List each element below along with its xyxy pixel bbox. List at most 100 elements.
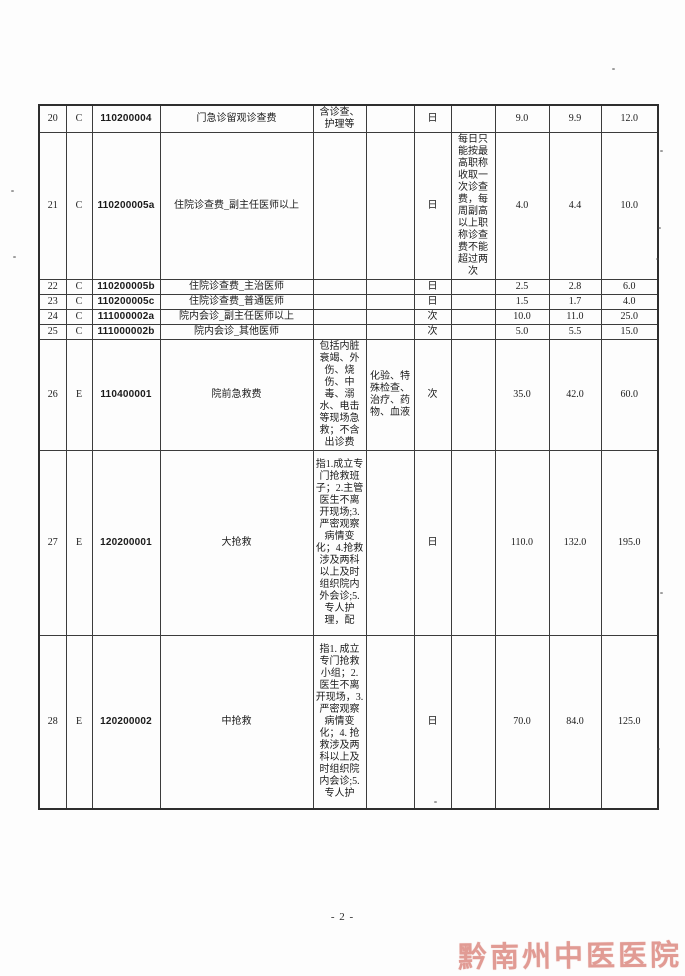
cell-price-2: 2.8 (548, 279, 602, 295)
cell-price-2: 42.0 (548, 339, 602, 451)
cell-class: C (65, 132, 93, 280)
cell-description (312, 279, 367, 295)
cell-note (450, 450, 496, 636)
cell-unit: 日 (413, 294, 452, 310)
cell-excludes (365, 309, 415, 325)
cell-class: E (65, 635, 93, 809)
cell-price-3: 60.0 (600, 339, 659, 451)
cell-price-3: 4.0 (600, 294, 659, 310)
cell-price-1: 2.5 (494, 279, 550, 295)
table-row: 27 E 120200001 大抢救 指1.成立专门抢救班子；2.主管医生不离开… (38, 450, 659, 636)
cell-excludes (365, 450, 415, 636)
cell-price-1: 10.0 (494, 309, 550, 325)
table-row: 20 C 110200004 门急诊留观诊查费 含诊查、护理等 日 9.0 9.… (38, 104, 659, 133)
cell-price-3: 25.0 (600, 309, 659, 325)
cell-price-2: 5.5 (548, 324, 602, 340)
cell-description (312, 294, 367, 310)
cell-excludes (365, 294, 415, 310)
cell-price-1: 35.0 (494, 339, 550, 451)
cell-code: 110200005c (91, 294, 161, 310)
scan-speck (434, 801, 437, 803)
cell-unit: 次 (413, 339, 452, 451)
cell-description: 含诊查、护理等 (312, 104, 367, 133)
cell-class: E (65, 450, 93, 636)
cell-price-3: 195.0 (600, 450, 659, 636)
cell-unit: 日 (413, 279, 452, 295)
cell-price-1: 5.0 (494, 324, 550, 340)
cell-price-1: 70.0 (494, 635, 550, 809)
cell-unit: 次 (413, 309, 452, 325)
cell-price-2: 4.4 (548, 132, 602, 280)
cell-excludes (365, 132, 415, 280)
cell-excludes (365, 279, 415, 295)
cell-price-2: 1.7 (548, 294, 602, 310)
scan-speck (612, 68, 615, 70)
cell-item-name: 门急诊留观诊查费 (159, 104, 314, 133)
cell-excludes (365, 104, 415, 133)
cell-code: 120200001 (91, 450, 161, 636)
cell-item-name: 院内会诊_副主任医师以上 (159, 309, 314, 325)
scan-speck (660, 592, 663, 594)
cell-class: E (65, 339, 93, 451)
cell-price-1: 110.0 (494, 450, 550, 636)
table-row: 21 C 110200005a 住院诊查费_副主任医师以上 日 每日只能按最高职… (38, 132, 659, 280)
cell-note (450, 279, 496, 295)
cell-price-2: 9.9 (548, 104, 602, 133)
cell-unit: 日 (413, 132, 452, 280)
cell-description: 指1.成立专门抢救班子；2.主管医生不离开现场;3.严密观察病情变化；4.抢救涉… (312, 450, 367, 636)
cell-class: C (65, 104, 93, 133)
cell-seq: 24 (38, 309, 67, 325)
scan-speck (660, 150, 663, 152)
scan-speck (657, 748, 660, 750)
cell-price-3: 125.0 (600, 635, 659, 809)
cell-code: 120200002 (91, 635, 161, 809)
cell-class: C (65, 324, 93, 340)
cell-unit: 日 (413, 104, 452, 133)
cell-price-3: 15.0 (600, 324, 659, 340)
cell-seq: 28 (38, 635, 67, 809)
cell-description (312, 309, 367, 325)
cell-note (450, 324, 496, 340)
cell-class: C (65, 279, 93, 295)
cell-price-2: 132.0 (548, 450, 602, 636)
cell-price-2: 11.0 (548, 309, 602, 325)
scan-speck (11, 190, 14, 192)
cell-seq: 27 (38, 450, 67, 636)
cell-code: 110200005b (91, 279, 161, 295)
cell-excludes (365, 635, 415, 809)
cell-item-name: 住院诊查费_主治医师 (159, 279, 314, 295)
page-number: - 2 - (330, 911, 355, 923)
cell-description (312, 324, 367, 340)
cell-seq: 25 (38, 324, 67, 340)
cell-item-name: 中抢救 (159, 635, 314, 809)
cell-seq: 22 (38, 279, 67, 295)
cell-code: 111000002b (91, 324, 161, 340)
cell-class: C (65, 309, 93, 325)
cell-item-name: 住院诊查费_副主任医师以上 (159, 132, 314, 280)
cell-price-3: 12.0 (600, 104, 659, 133)
table-row: 22 C 110200005b 住院诊查费_主治医师 日 2.5 2.8 6.0 (38, 279, 659, 295)
cell-note (450, 294, 496, 310)
scan-speck (656, 258, 659, 260)
cell-excludes (365, 324, 415, 340)
fee-schedule-table: 20 C 110200004 门急诊留观诊查费 含诊查、护理等 日 9.0 9.… (38, 104, 659, 810)
cell-item-name: 大抢救 (159, 450, 314, 636)
cell-unit: 次 (413, 324, 452, 340)
cell-price-1: 9.0 (494, 104, 550, 133)
scan-speck (658, 227, 661, 229)
cell-item-name: 院内会诊_其他医师 (159, 324, 314, 340)
cell-seq: 20 (38, 104, 67, 133)
table-row: 26 E 110400001 院前急救费 包括内脏衰竭、外伤、烧伤、中毒、溺水、… (38, 339, 659, 451)
table-row: 24 C 111000002a 院内会诊_副主任医师以上 次 10.0 11.0… (38, 309, 659, 325)
cell-item-name: 院前急救费 (159, 339, 314, 451)
cell-description (312, 132, 367, 280)
cell-code: 111000002a (91, 309, 161, 325)
cell-seq: 21 (38, 132, 67, 280)
cell-class: C (65, 294, 93, 310)
cell-code: 110200004 (91, 104, 161, 133)
cell-unit: 日 (413, 635, 452, 809)
cell-note (450, 339, 496, 451)
cell-excludes: 化验、特殊检查、治疗、药物、血液 (365, 339, 415, 451)
cell-description: 包括内脏衰竭、外伤、烧伤、中毒、溺水、电击等现场急救；不含出诊费 (312, 339, 367, 451)
